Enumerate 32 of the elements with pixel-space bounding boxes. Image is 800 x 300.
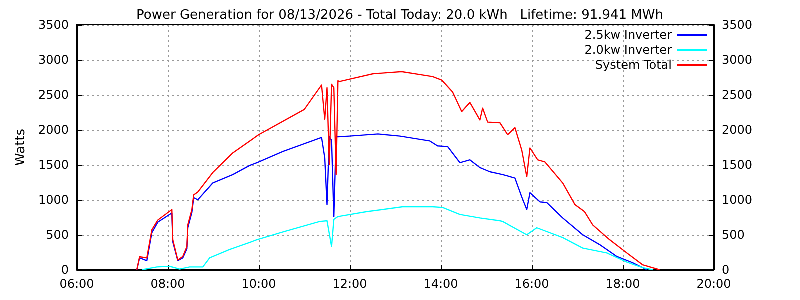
y-tick-label: 1000: [38, 193, 69, 207]
y-axis-title: Watts: [14, 128, 29, 166]
y-tick-label: 2500: [38, 88, 69, 102]
y-tick-label: 0: [61, 263, 69, 277]
legend-label: System Total: [595, 58, 672, 72]
x-tick-label: 06:00: [60, 277, 94, 291]
x-tick-label: 08:00: [150, 277, 186, 291]
line-series: [136, 134, 648, 271]
x-tick-label: 18:00: [606, 277, 640, 291]
legend-label: 2.5kw Inverter: [584, 28, 672, 42]
y2-tick-label: 2500: [722, 88, 753, 102]
chart-title: Power Generation for 08/13/2026 - Total Today: 20.0 kWh Lifetime: 91.941 MWh: [136, 8, 664, 23]
y2-tick-label: 0: [722, 263, 730, 277]
y2-tick-label: 2000: [722, 123, 753, 137]
y-tick-label: 500: [46, 228, 69, 242]
x-tick-label: 16:00: [514, 277, 550, 291]
y2-tick-label: 1000: [722, 193, 753, 207]
y-tick-label: 3000: [38, 53, 69, 67]
y2-tick-label: 3500: [722, 18, 753, 32]
x-tick-label: 14:00: [424, 277, 458, 291]
y2-tick-label: 1500: [722, 158, 753, 172]
x-tick-label: 10:00: [242, 277, 276, 291]
y-tick-label: 1500: [38, 158, 69, 172]
y2-tick-label: 500: [722, 228, 745, 242]
x-tick-label: 12:00: [332, 277, 368, 291]
x-tick-label: 20:00: [696, 277, 732, 291]
line-series: [136, 71, 660, 271]
line-series: [141, 206, 654, 271]
y-tick-label: 3500: [38, 18, 69, 32]
y-tick-label: 2000: [38, 123, 69, 137]
y2-tick-label: 3000: [722, 53, 753, 67]
legend-label: 2.0kw Inverter: [584, 43, 672, 57]
